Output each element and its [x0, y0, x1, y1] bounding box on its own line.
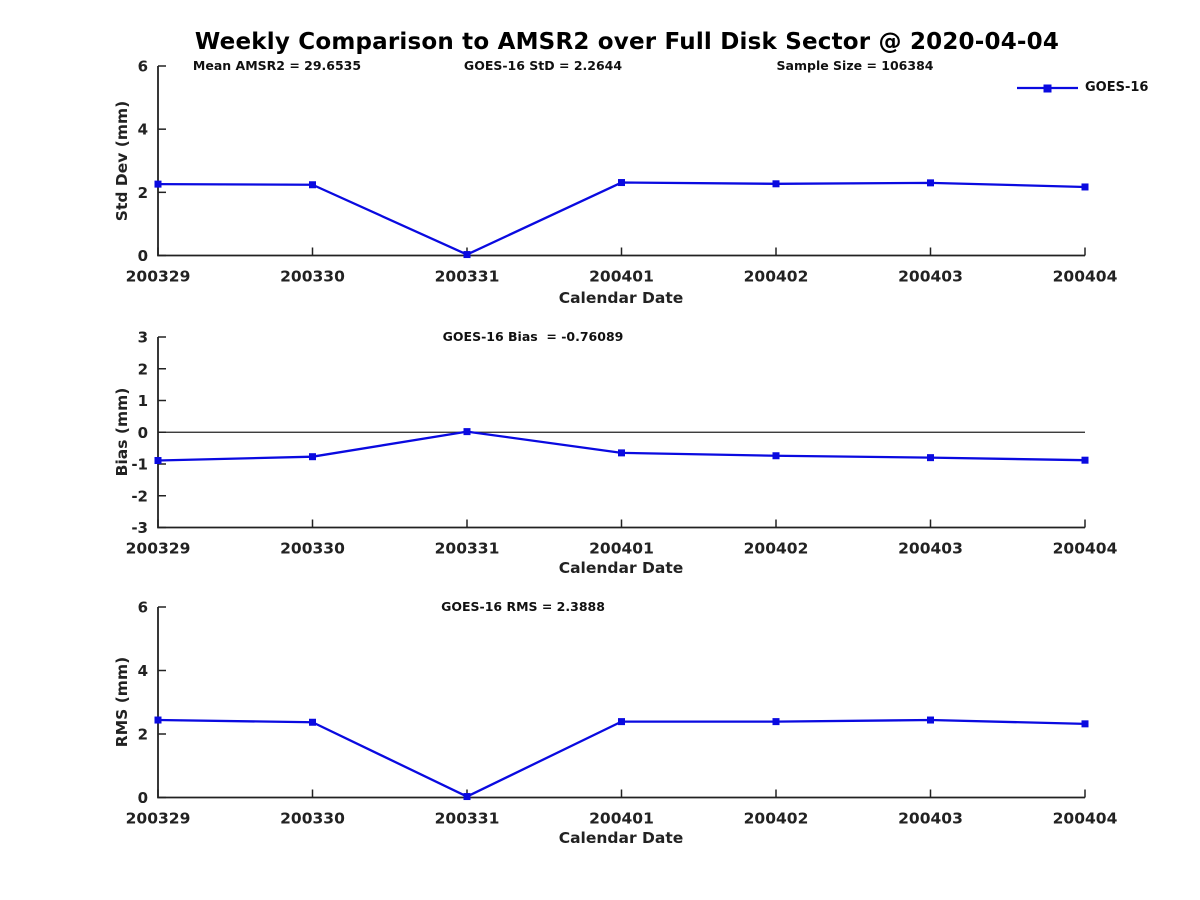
y-tick-label: 2	[138, 360, 148, 378]
y-tick-label: 0	[138, 247, 148, 265]
data-point-marker	[772, 452, 780, 460]
goes16-line	[157, 718, 1086, 798]
x-tick-label: 200330	[280, 540, 345, 558]
x-tick-label: 200404	[1053, 268, 1118, 286]
y-axis-label-rms: RMS (mm)	[113, 656, 131, 748]
x-tick-label: 200402	[744, 268, 809, 286]
y-tick-label: 2	[138, 184, 148, 202]
data-point-marker	[1081, 720, 1089, 728]
y-tick-label: -3	[131, 519, 148, 537]
data-point-marker	[154, 457, 162, 465]
x-tick-label: 200331	[435, 810, 500, 828]
data-point-marker	[772, 718, 780, 726]
y-tick-label: 1	[138, 392, 148, 410]
y-tick-label: 4	[138, 121, 148, 139]
y-tick-label: -2	[131, 487, 148, 505]
y-tick-label: 0	[138, 789, 148, 807]
x-tick-label: 200401	[589, 810, 654, 828]
x-axis-label-2: Calendar Date	[558, 559, 684, 577]
y-tick-label: 6	[138, 599, 148, 617]
y-tick-label: 4	[138, 662, 148, 680]
data-point-marker	[463, 251, 471, 259]
figure-title: Weekly Comparison to AMSR2 over Full Dis…	[194, 29, 1060, 55]
y-tick-label: 6	[138, 58, 148, 76]
x-tick-label: 200403	[898, 540, 963, 558]
data-point-marker	[309, 453, 316, 461]
data-point-marker	[618, 718, 625, 726]
goes16-std-annotation: GOES-16 StD = 2.2644	[463, 58, 623, 73]
data-point-marker	[927, 179, 934, 187]
goes16-rms-annotation: GOES-16 RMS = 2.3888	[441, 599, 605, 614]
x-tick-label: 200331	[435, 268, 500, 286]
data-point-marker	[154, 716, 162, 724]
mean-amsr2-annotation: Mean AMSR2 = 29.6535	[192, 58, 362, 73]
x-tick-label: 200329	[126, 268, 191, 286]
y-tick-label: 0	[138, 424, 148, 442]
axis-spines	[157, 607, 1085, 799]
data-point-marker	[309, 718, 316, 726]
data-point-marker	[618, 449, 625, 457]
data-point-marker	[309, 181, 316, 189]
x-tick-label: 200401	[589, 540, 654, 558]
data-point-marker	[463, 793, 471, 801]
goes16-bias-annotation: GOES-16 Bias = -0.76089	[442, 329, 624, 344]
y-axis-label-stddev: Std Dev (mm)	[113, 100, 131, 222]
y-tick-label: 2	[138, 726, 148, 744]
data-point-marker	[1081, 183, 1089, 191]
x-tick-label: 200404	[1053, 810, 1118, 828]
y-tick-label: 3	[138, 329, 148, 347]
sample-size-annotation: Sample Size = 106384	[776, 58, 934, 73]
data-point-marker	[927, 716, 934, 724]
goes16-line	[157, 181, 1086, 256]
x-tick-label: 200329	[126, 540, 191, 558]
x-axis-label-1: Calendar Date	[558, 289, 684, 307]
data-point-marker	[772, 180, 780, 188]
x-tick-label: 200403	[898, 810, 963, 828]
data-point-marker	[154, 180, 162, 188]
x-tick-label: 200402	[744, 810, 809, 828]
x-tick-label: 200330	[280, 810, 345, 828]
data-point-marker	[618, 179, 625, 187]
x-tick-label: 200403	[898, 268, 963, 286]
axis-spines	[157, 66, 1085, 257]
y-axis-label-bias: Bias (mm)	[113, 387, 131, 477]
data-point-marker	[463, 428, 471, 436]
x-tick-label: 200330	[280, 268, 345, 286]
x-tick-label: 200329	[126, 810, 191, 828]
data-point-marker	[927, 454, 934, 462]
x-tick-label: 200404	[1053, 540, 1118, 558]
data-point-marker	[1081, 456, 1089, 464]
y-tick-label: -1	[131, 456, 148, 474]
x-tick-label: 200401	[589, 268, 654, 286]
x-tick-label: 200402	[744, 540, 809, 558]
legend-marker-sample	[1043, 84, 1052, 93]
x-axis-label-3: Calendar Date	[558, 829, 684, 847]
legend-label: GOES-16	[1085, 80, 1149, 95]
x-tick-label: 200331	[435, 540, 500, 558]
